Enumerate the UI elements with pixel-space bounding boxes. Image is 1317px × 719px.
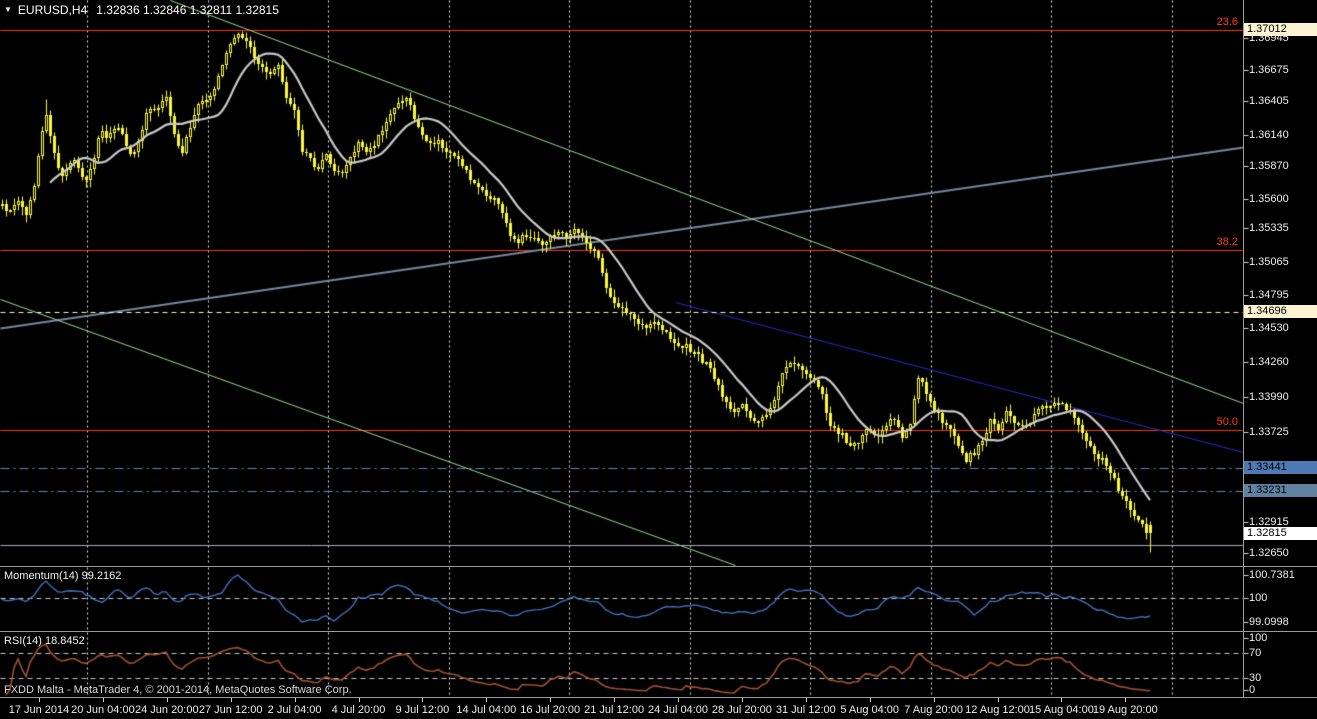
price-tick-label: 1.36675 (1249, 64, 1289, 76)
price-tick-label: 1.35870 (1249, 160, 1289, 172)
time-tick-mark (550, 698, 552, 702)
rsi-tick-label: 70 (1249, 647, 1262, 659)
price-tick-label: 1.34260 (1249, 356, 1289, 368)
copyright-text: FXDD Malta - MetaTrader 4, © 2001-2014, … (4, 684, 352, 696)
price-tick-label: 1.32650 (1249, 547, 1289, 559)
price-tick-label: 1.33725 (1249, 426, 1289, 438)
rsi-tick-label: 0 (1249, 684, 1256, 696)
rsi-indicator-label: RSI(14) 18.8452 (4, 635, 85, 647)
time-tick-label: 12 Aug 12:00 (965, 704, 1030, 716)
fib-level-label: 23.6 (1216, 16, 1238, 28)
time-tick-label: 31 Jul 12:00 (775, 704, 836, 716)
time-tick-label: 20 Jun 04:00 (71, 704, 135, 716)
time-tick-label: 5 Aug 04:00 (840, 704, 900, 716)
price-tick-label: 1.34795 (1249, 289, 1289, 301)
pane-separator[interactable] (0, 631, 1317, 632)
symbol-period-label: EURUSD,H4 (17, 3, 88, 17)
price-marker-label: 1.32815 (1244, 527, 1317, 540)
momentum-tick-label: 100 (1249, 592, 1268, 604)
time-tick-mark (997, 698, 999, 702)
momentum-tick-label: 100.7381 (1249, 569, 1295, 581)
time-tick-mark (933, 698, 935, 702)
time-tick-mark (614, 698, 616, 702)
price-marker-label: 1.34696 (1244, 305, 1317, 318)
time-tick-mark (358, 698, 360, 702)
quote-values: 1.32836 1.32846 1.32811 1.32815 (96, 3, 279, 17)
time-tick-mark (805, 698, 807, 702)
time-tick-mark (230, 698, 232, 702)
rsi-indicator-canvas[interactable] (0, 632, 1317, 697)
time-tick-label: 14 Jul 04:00 (456, 704, 517, 716)
momentum-indicator-canvas[interactable] (0, 567, 1317, 630)
time-tick-label: 4 Jul 20:00 (331, 704, 386, 716)
price-tick-label: 1.33990 (1249, 391, 1289, 403)
price-tick-label: 1.35335 (1249, 222, 1289, 234)
time-tick-mark (741, 698, 743, 702)
chart-dropdown-icon: ▼ (4, 5, 12, 14)
time-tick-mark (294, 698, 296, 702)
time-tick-label: 21 Jul 12:00 (584, 704, 645, 716)
time-tick-mark (166, 698, 168, 702)
time-tick-label: 2 Jul 04:00 (267, 704, 322, 716)
time-tick-label: 19 Aug 20:00 (1092, 704, 1158, 716)
rsi-tick-label: 30 (1249, 672, 1262, 684)
time-tick-mark (1061, 698, 1063, 702)
time-tick-label: 16 Jul 20:00 (520, 704, 581, 716)
time-tick-label: 28 Jul 20:00 (711, 704, 772, 716)
price-tick-label: 1.36140 (1249, 129, 1289, 141)
time-tick-label: 17 Jun 2014 (8, 704, 70, 716)
time-tick-mark (39, 698, 40, 702)
time-tick-label: 24 Jul 04:00 (648, 704, 708, 716)
time-tick-mark (1125, 698, 1127, 702)
price-marker-label: 1.33441 (1244, 461, 1317, 474)
chart-title: ▼ EURUSD,H4 1.32836 1.32846 1.32811 1.3281… (4, 3, 279, 17)
price-tick-label: 1.36405 (1249, 95, 1289, 107)
time-tick-label: 7 Aug 20:00 (904, 704, 963, 716)
rsi-tick-label: 100 (1249, 632, 1268, 644)
time-tick-mark (869, 698, 871, 702)
price-marker-label: 1.37012 (1244, 23, 1317, 36)
time-tick-label: 27 Jun 12:00 (198, 704, 263, 716)
price-marker-label: 1.33231 (1244, 484, 1317, 497)
main-chart-canvas[interactable] (0, 0, 1317, 566)
time-tick-mark (486, 698, 488, 702)
price-tick-label: 1.32915 (1249, 516, 1289, 528)
momentum-tick-label: 99.0998 (1249, 616, 1289, 628)
time-tick-label: 9 Jul 12:00 (395, 704, 450, 716)
price-tick-label: 1.35600 (1249, 193, 1289, 205)
price-tick-label: 1.35065 (1249, 256, 1289, 268)
time-tick-mark (422, 698, 424, 702)
fib-level-label: 38.2 (1216, 236, 1238, 248)
price-tick-label: 1.34530 (1249, 322, 1289, 334)
fib-level-label: 50.0 (1216, 416, 1238, 428)
momentum-indicator-label: Momentum(14) 99.2162 (4, 570, 122, 582)
time-tick-label: 15 Aug 04:00 (1028, 704, 1094, 716)
time-tick-mark (102, 698, 104, 702)
axis-separator (1243, 0, 1244, 697)
time-tick-label: 24 Jun 20:00 (134, 704, 199, 716)
pane-separator[interactable] (0, 566, 1317, 567)
pane-separator (0, 697, 1317, 698)
time-tick-mark (678, 698, 679, 702)
